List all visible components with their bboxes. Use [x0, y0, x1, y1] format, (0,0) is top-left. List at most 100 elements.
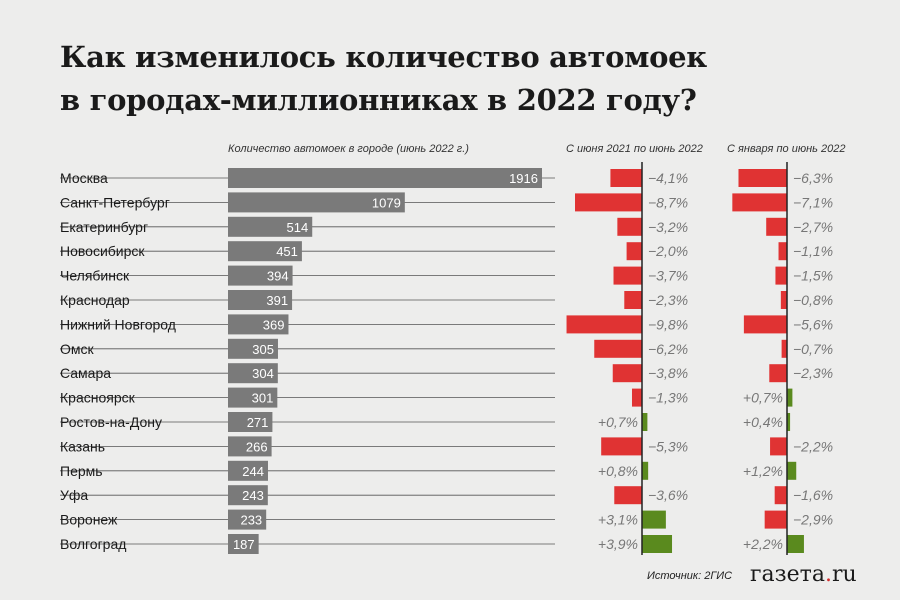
yoy-change-bar: [614, 486, 642, 505]
count-value: 187: [233, 537, 255, 552]
count-value: 514: [287, 220, 309, 235]
ytd-change-label: −6,3%: [793, 170, 833, 186]
count-bar: [228, 265, 293, 286]
title-line-1: Как изменилось количество автомоек: [60, 40, 707, 74]
yoy-change-label: −2,0%: [648, 243, 688, 259]
count-value: 1916: [509, 171, 538, 186]
yoy-change-label: −3,2%: [648, 219, 688, 235]
ytd-change-bar: [766, 217, 787, 236]
yoy-change-bar: [612, 364, 642, 383]
yoy-change-bar: [626, 242, 642, 261]
yoy-change-bar: [575, 193, 642, 212]
ytd-change-bar: [775, 266, 787, 285]
ytd-change-bar: [774, 486, 787, 505]
count-bar: [228, 216, 313, 237]
yoy-change-label: −6,2%: [648, 341, 688, 357]
main-chart-subtitle: Количество автомоек в городе (июнь 2022 …: [228, 143, 469, 155]
title-line-2: в городах-миллионниках в 2022 году?: [60, 83, 697, 117]
yoy-change-label: −3,7%: [648, 268, 688, 284]
yoy-change-label: −5,3%: [648, 438, 688, 454]
city-label: Пермь: [60, 463, 103, 479]
yoy-change-bar: [613, 266, 642, 285]
ytd-change-bar: [780, 291, 787, 309]
count-bar: [228, 338, 278, 359]
ytd-change-label: −2,2%: [793, 438, 833, 454]
ytd-change-label: −5,6%: [793, 316, 833, 332]
ytd-change-label: −7,1%: [793, 194, 833, 210]
ytd-change-bar: [781, 339, 787, 358]
count-bar: [228, 509, 267, 530]
yoy-change-bar: [601, 437, 642, 456]
yoy-change-bar: [642, 413, 648, 431]
count-bar: [228, 363, 278, 384]
yoy-change-label: −4,1%: [648, 170, 688, 186]
ytd-change-label: −1,6%: [793, 487, 833, 503]
count-bar: [228, 241, 302, 262]
yoy-change-label: +3,9%: [598, 536, 638, 552]
city-label: Ростов-на-Дону: [60, 414, 162, 430]
city-label: Самара: [60, 365, 111, 381]
yoy-change-label: +0,7%: [598, 414, 638, 430]
ytd-change-label: +0,4%: [743, 414, 783, 430]
ytd-change-label: −0,8%: [793, 292, 833, 308]
city-label: Воронеж: [60, 512, 118, 528]
yoy-change-bar: [642, 510, 666, 529]
count-value: 305: [252, 342, 274, 357]
city-label: Нижний Новгород: [60, 316, 176, 332]
source-note: Источник: 2ГИС: [647, 570, 733, 582]
count-bar: [228, 387, 278, 408]
ytd-chart-subtitle: С января по июнь 2022: [727, 143, 846, 155]
ytd-change-bar: [778, 242, 787, 261]
city-label: Екатеринбург: [60, 219, 148, 235]
ytd-change-label: −1,1%: [793, 243, 833, 259]
ytd-change-bar: [787, 388, 793, 407]
count-value: 243: [242, 488, 264, 503]
count-value: 394: [267, 269, 289, 284]
ytd-change-label: −2,9%: [793, 512, 833, 528]
yoy-change-label: −3,8%: [648, 365, 688, 381]
city-label: Краснодар: [60, 292, 130, 308]
count-value: 301: [252, 391, 274, 406]
yoy-change-label: −9,8%: [648, 316, 688, 332]
ytd-change-label: +2,2%: [743, 536, 783, 552]
city-label: Казань: [60, 438, 105, 454]
ytd-change-label: −0,7%: [793, 341, 833, 357]
yoy-change-bar: [624, 291, 642, 309]
yoy-change-label: −8,7%: [648, 194, 688, 210]
yoy-change-label: −1,3%: [648, 390, 688, 406]
city-label: Волгоград: [60, 536, 126, 552]
ytd-change-label: −2,7%: [793, 219, 833, 235]
city-label: Санкт-Петербург: [60, 194, 170, 210]
city-label: Уфа: [60, 487, 88, 503]
city-label: Новосибирск: [60, 243, 145, 259]
count-value: 451: [276, 244, 298, 259]
yoy-change-bar: [617, 217, 642, 236]
ytd-change-label: −2,3%: [793, 365, 833, 381]
yoy-change-bar: [610, 169, 642, 187]
count-bar: [228, 436, 272, 457]
yoy-change-bar: [642, 535, 673, 553]
chart-title: Как изменилось количество автомоек в гор…: [60, 36, 707, 122]
yoy-change-label: +3,1%: [598, 512, 638, 528]
ytd-change-label: +1,2%: [743, 463, 783, 479]
city-label: Красноярск: [60, 390, 136, 406]
yoy-change-bar: [642, 461, 649, 480]
yoy-change-label: −3,6%: [648, 487, 688, 503]
yoy-chart-subtitle: С июня 2021 по июнь 2022: [566, 143, 703, 155]
count-bar: [228, 485, 268, 506]
ytd-change-bar: [732, 193, 787, 212]
count-bar: [228, 192, 405, 213]
yoy-change-bar: [631, 388, 642, 407]
yoy-change-bar: [566, 315, 642, 334]
count-value: 271: [247, 415, 269, 430]
city-label: Челябинск: [60, 268, 130, 284]
count-value: 304: [252, 366, 274, 381]
yoy-change-bar: [594, 339, 642, 358]
count-bar: [228, 534, 259, 554]
count-bar: [228, 460, 268, 481]
ytd-change-bar: [764, 510, 787, 529]
count-value: 244: [242, 464, 264, 479]
ytd-change-bar: [738, 169, 787, 187]
ytd-change-label: +0,7%: [743, 390, 783, 406]
